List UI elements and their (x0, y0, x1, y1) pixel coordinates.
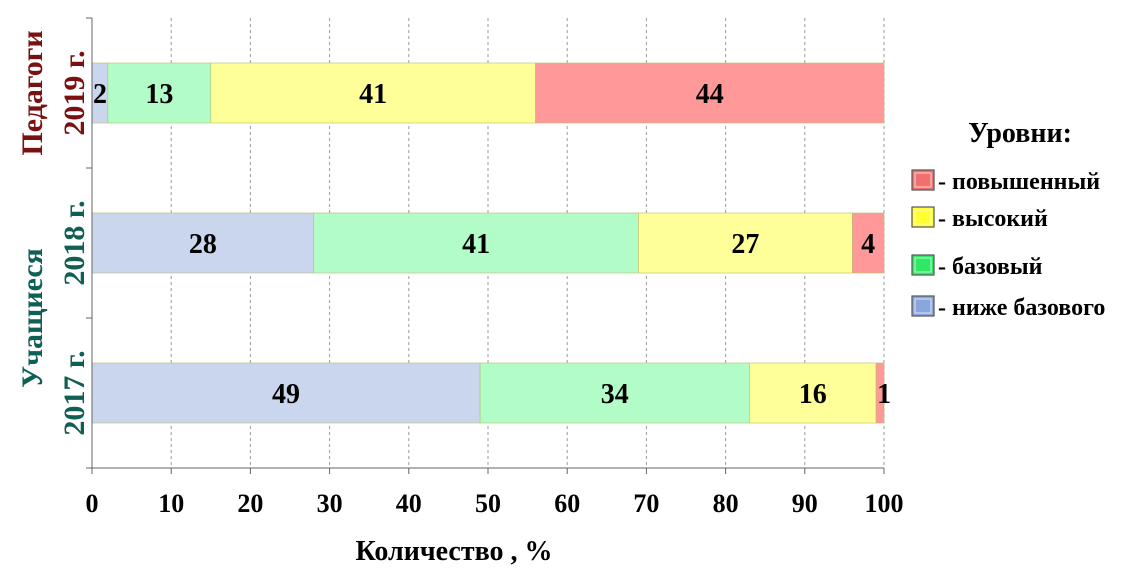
x-tick-label: 20 (237, 489, 263, 518)
bar-value-label: 1 (877, 379, 891, 410)
bar-value-label: 2 (93, 79, 107, 110)
x-axis-title: Количество , % (355, 536, 552, 567)
bar-value-label: 13 (145, 79, 173, 110)
bar-value-label: 44 (696, 79, 724, 110)
legend-swatch-inner (914, 209, 932, 225)
bar-segment (210, 62, 536, 124)
legend-entry-label: - ниже базового (938, 295, 1105, 321)
x-tick-label: 80 (713, 489, 739, 518)
x-tick-label: 40 (396, 489, 422, 518)
x-tick-label: 0 (86, 489, 99, 518)
bar-segment (107, 62, 212, 124)
bar-value-label: 28 (189, 229, 217, 260)
bar-value-label: 16 (799, 379, 827, 410)
legend-swatch-inner (914, 257, 932, 273)
legend-entry-label: - базовый (938, 254, 1043, 280)
bar-segment (91, 212, 315, 274)
legend-entry-label: - повышенный (938, 169, 1100, 195)
bar-segment (91, 362, 481, 424)
y-category-label: 2018 г. (58, 200, 91, 285)
legend-swatch-inner (914, 172, 932, 188)
legend: Уровни: - повышенный - высокий - базовый - н… (911, 118, 1105, 321)
x-tick-label: 90 (792, 489, 818, 518)
bar-value-label: 41 (462, 229, 490, 260)
legend-swatch (911, 254, 935, 276)
bar-segment (479, 362, 750, 424)
bar-segment (749, 362, 877, 424)
y-group-label: Педагоги (16, 30, 49, 155)
x-tick-label: 30 (317, 489, 343, 518)
bar-segment (535, 62, 885, 124)
legend-title: Уровни: (968, 118, 1072, 149)
legend-entry-label: - высокий (938, 206, 1048, 232)
legend-swatch (911, 206, 935, 228)
legend-swatch-inner (914, 298, 932, 314)
bar-segment (313, 212, 639, 274)
bar-value-label: 49 (272, 379, 300, 410)
axes-layer: 0 10 20 30 40 50 60 70 80 90 100 (86, 17, 904, 518)
legend-swatch (911, 169, 935, 191)
y-category-label: 2017 г. (58, 350, 91, 435)
x-tick-label: 100 (865, 489, 904, 518)
bar-value-label: 4 (861, 229, 875, 260)
bar-segment (875, 362, 885, 424)
x-tick-label: 10 (158, 489, 184, 518)
x-tick-label: 70 (633, 489, 659, 518)
bar-value-label: 41 (359, 79, 387, 110)
bar-segment (852, 212, 885, 274)
bar-segment (638, 212, 853, 274)
x-tick-label: 50 (475, 489, 501, 518)
legend-swatch (911, 295, 935, 317)
x-tick-label: 60 (554, 489, 580, 518)
bar-value-label: 34 (601, 379, 629, 410)
y-group-label: Учащиеся (16, 248, 49, 388)
category-labels: 2017 г. 2018 г. 2019 г. Учащиеся Педагоги (16, 30, 91, 435)
y-category-label: 2019 г. (58, 50, 91, 135)
bars-layer: 49 34 16 1 28 41 27 4 2 13 41 44 (91, 62, 891, 424)
bar-value-label: 27 (731, 229, 759, 260)
